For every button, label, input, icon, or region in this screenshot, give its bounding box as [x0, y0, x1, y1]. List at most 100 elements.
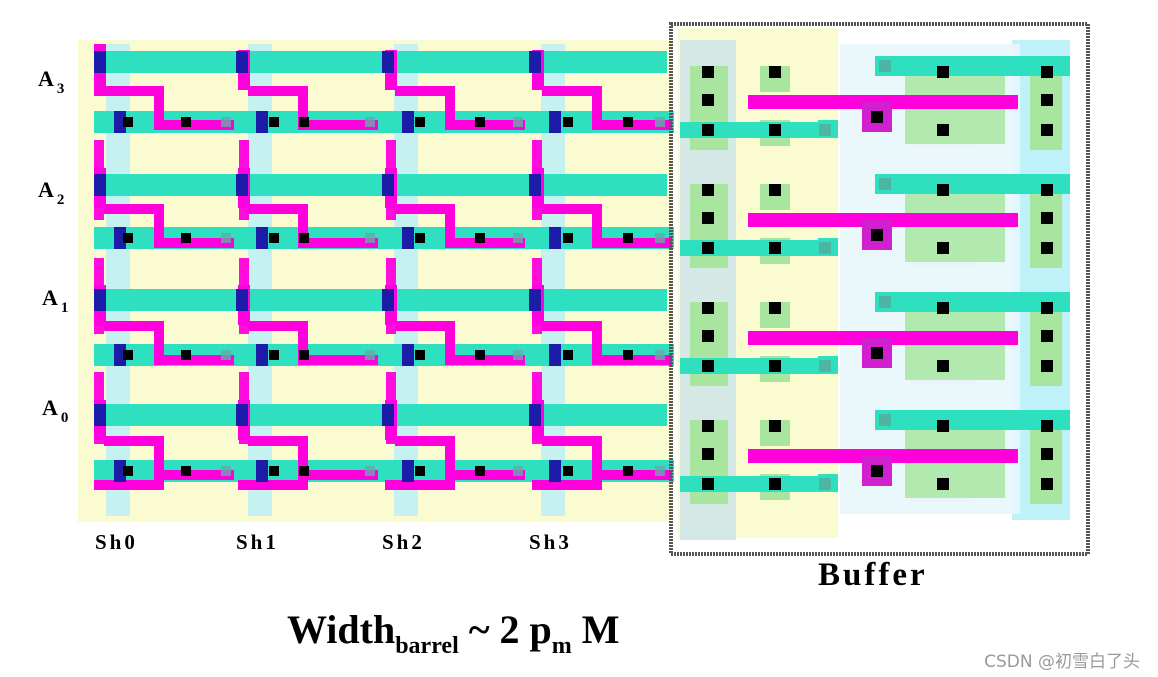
contact — [475, 350, 485, 360]
poly-step — [154, 120, 234, 130]
contact — [769, 302, 781, 314]
contact — [475, 117, 485, 127]
poly-step — [154, 86, 164, 122]
contact — [1041, 330, 1053, 342]
contact — [769, 478, 781, 490]
via — [256, 344, 268, 366]
contact — [702, 448, 714, 460]
contact — [181, 233, 191, 243]
poly-step — [592, 86, 602, 122]
via — [256, 111, 268, 133]
contact-gray — [365, 466, 375, 476]
poly-step — [445, 204, 455, 240]
contact — [415, 466, 425, 476]
contact — [299, 466, 309, 476]
buffer-metal-top — [875, 410, 1070, 430]
contact-gray — [655, 466, 665, 476]
contact-gray — [819, 242, 831, 254]
contact — [181, 466, 191, 476]
contact — [299, 117, 309, 127]
via — [382, 404, 394, 426]
poly-step — [542, 204, 602, 214]
contact — [702, 478, 714, 490]
contact — [702, 242, 714, 254]
row-label-a2: A2 — [38, 177, 65, 208]
via — [114, 344, 126, 366]
data-line — [94, 111, 674, 133]
contact — [937, 420, 949, 432]
via — [236, 51, 248, 73]
width-formula: Widthbarrel ~ 2 pm M — [287, 607, 620, 659]
poly-step — [154, 355, 234, 365]
contact — [702, 360, 714, 372]
contact — [871, 347, 883, 359]
row-label-a0: A0 — [42, 395, 69, 426]
via — [236, 174, 248, 196]
poly-step — [445, 436, 455, 472]
contact — [1041, 212, 1053, 224]
contact — [623, 233, 633, 243]
contact — [769, 184, 781, 196]
contact — [871, 229, 883, 241]
poly-step — [298, 238, 378, 248]
contact-gray — [513, 466, 523, 476]
poly-step — [154, 321, 164, 357]
contact — [769, 360, 781, 372]
poly-step — [395, 86, 455, 96]
contact-layer — [123, 60, 1053, 490]
poly-step — [154, 238, 234, 248]
contact-gray — [513, 350, 523, 360]
via — [402, 460, 414, 482]
column-label-sh0: Sh0 — [95, 530, 138, 554]
contact — [1041, 478, 1053, 490]
contact — [623, 466, 633, 476]
contact — [415, 117, 425, 127]
poly-step — [104, 204, 164, 214]
contact-gray — [655, 117, 665, 127]
poly-step — [542, 86, 602, 96]
poly-step — [248, 204, 308, 214]
contact — [1041, 360, 1053, 372]
contact — [937, 302, 949, 314]
via — [236, 289, 248, 311]
poly-step — [248, 86, 308, 96]
via — [529, 289, 541, 311]
contact — [269, 466, 279, 476]
contact-gray — [655, 233, 665, 243]
poly-step — [298, 321, 308, 357]
contact — [563, 117, 573, 127]
poly-step — [104, 86, 164, 96]
via — [256, 460, 268, 482]
contact — [623, 117, 633, 127]
via — [402, 344, 414, 366]
via — [549, 344, 561, 366]
via — [114, 111, 126, 133]
contact — [563, 350, 573, 360]
contact — [415, 350, 425, 360]
contact — [937, 360, 949, 372]
contact — [1041, 66, 1053, 78]
via — [549, 111, 561, 133]
contact — [123, 233, 133, 243]
contact — [1041, 448, 1053, 460]
contact — [702, 330, 714, 342]
metal1-layer — [94, 51, 1070, 492]
via — [94, 289, 106, 311]
contact-gray — [819, 124, 831, 136]
contact — [181, 350, 191, 360]
contact — [475, 466, 485, 476]
via — [114, 227, 126, 249]
via — [382, 51, 394, 73]
buffer-metal — [680, 476, 830, 492]
data-line — [94, 227, 674, 249]
via-layer — [94, 51, 561, 482]
contact — [623, 350, 633, 360]
contact — [269, 117, 279, 127]
poly-step — [445, 321, 455, 357]
select-line — [94, 174, 667, 196]
buffer-outline — [669, 22, 1090, 556]
contact — [702, 184, 714, 196]
contact-gray — [655, 350, 665, 360]
data-line — [94, 460, 674, 482]
